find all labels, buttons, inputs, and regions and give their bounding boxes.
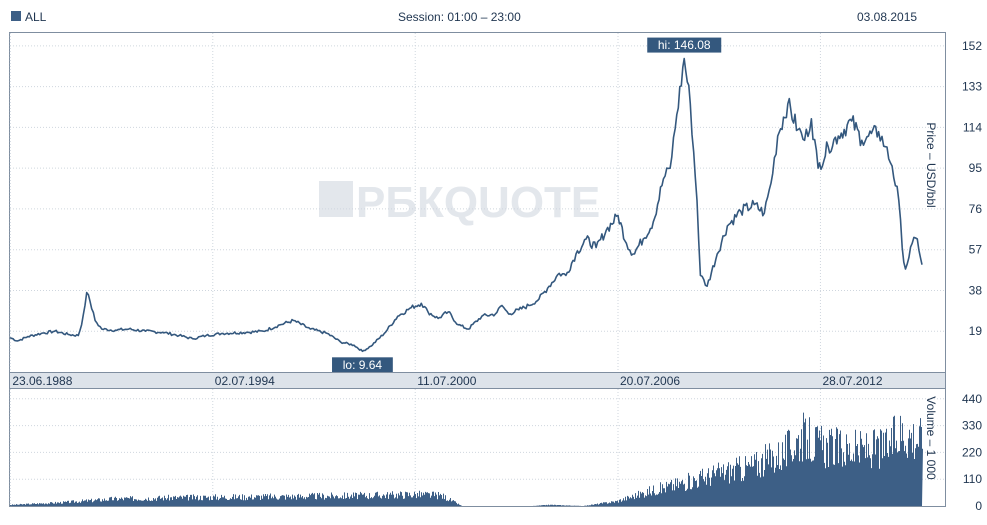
session-label: Session: 01:00 – 23:00 bbox=[398, 10, 521, 24]
price-y-tick-label: 57 bbox=[969, 243, 983, 257]
price-y-tick-label: 76 bbox=[969, 202, 983, 216]
price-y-tick-label: 95 bbox=[969, 161, 983, 175]
price-annotation: hi: 146.08 bbox=[647, 37, 722, 53]
price-y-tick-label: 152 bbox=[962, 39, 982, 53]
price-annotation: lo: 9.64 bbox=[332, 357, 393, 373]
price-y-tick-label: 38 bbox=[969, 283, 983, 297]
volume-y-tick-label: 330 bbox=[962, 419, 982, 433]
volume-y-tick-label: 0 bbox=[975, 499, 982, 513]
date-axis: 23.06.1988 02.07.1994 11.07.2000 20.07.2006… bbox=[9, 372, 946, 389]
price-panel: 19 38 57 76 95 114 133 152 lo: 9.64 hi: 146.08 P… bbox=[9, 32, 982, 373]
date-axis-band bbox=[9, 372, 946, 389]
date-tick-label: 02.07.1994 bbox=[215, 374, 275, 388]
date-tick-label: 23.06.1988 bbox=[12, 374, 72, 388]
price-y-tick-label: 114 bbox=[963, 120, 982, 134]
price-annotations: lo: 9.64 hi: 146.08 bbox=[332, 37, 722, 373]
watermark-text: РБКQUOTE bbox=[356, 178, 600, 227]
chart-header: ALL Session: 01:00 – 23:00 03.08.2015 bbox=[0, 0, 987, 30]
volume-y-axis-title: Volume – 1 000 bbox=[924, 396, 938, 480]
legend-swatch bbox=[11, 11, 21, 21]
price-y-axis-title: Price – USD/bbl bbox=[924, 122, 938, 207]
price-y-tick-label: 19 bbox=[969, 324, 983, 338]
price-grid bbox=[9, 33, 945, 372]
date-label: 03.08.2015 bbox=[857, 10, 918, 24]
date-tick-label: 28.07.2012 bbox=[822, 374, 882, 388]
date-tick-label: 11.07.2000 bbox=[417, 374, 476, 388]
volume-y-tick-label: 440 bbox=[962, 392, 982, 406]
annotation-label: lo: 9.64 bbox=[343, 358, 383, 372]
volume-y-tick-label: 220 bbox=[962, 445, 982, 459]
volume-y-axis: 0 110 220 330 440 bbox=[962, 392, 982, 513]
price-series-line bbox=[9, 57, 923, 353]
annotation-label: hi: 146.08 bbox=[658, 38, 711, 52]
annotation-box bbox=[332, 357, 393, 373]
volume-bars bbox=[10, 412, 923, 506]
watermark: РБКQUOTE bbox=[319, 178, 600, 227]
price-y-axis: 19 38 57 76 95 114 133 152 bbox=[962, 39, 982, 338]
date-tick-label: 20.07.2006 bbox=[620, 374, 680, 388]
legend-label: ALL bbox=[25, 10, 47, 24]
price-y-tick-label: 133 bbox=[962, 80, 982, 94]
watermark-logo-icon bbox=[319, 181, 353, 217]
annotation-box bbox=[647, 37, 722, 53]
volume-y-tick-label: 110 bbox=[963, 472, 982, 486]
volume-panel-frame bbox=[9, 388, 946, 507]
date-tick-labels: 23.06.1988 02.07.1994 11.07.2000 20.07.2006… bbox=[12, 374, 882, 388]
volume-panel: 0 110 220 330 440 Volume – 1 000 bbox=[9, 388, 982, 513]
